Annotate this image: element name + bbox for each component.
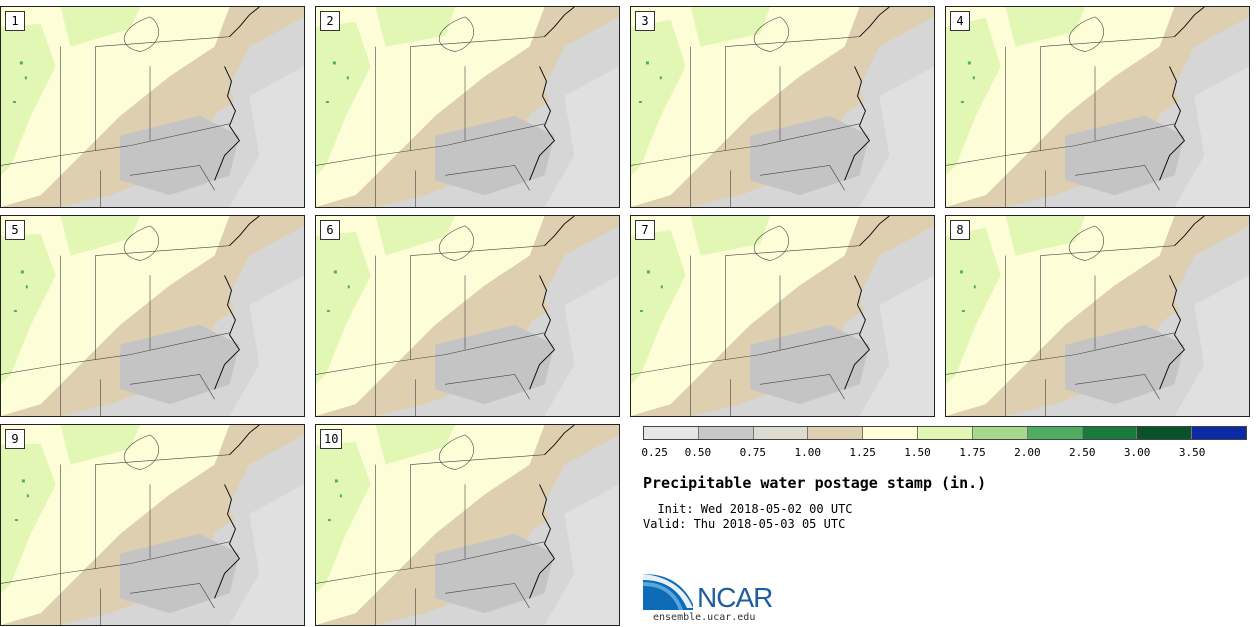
member-number-label: 1 — [5, 11, 25, 31]
colorbar-segment — [863, 427, 919, 439]
colorbar-tick-label: 2.50 — [1069, 446, 1096, 459]
site-url: ensemble.ucar.edu — [653, 612, 756, 623]
colorbar-segment — [918, 427, 973, 439]
member-number-label: 5 — [5, 220, 25, 240]
colorbar-tick-label: 3.50 — [1178, 446, 1206, 459]
colorbar-segment — [698, 427, 754, 439]
ensemble-member-map-3: 3 — [630, 6, 935, 208]
member-number-label: 3 — [635, 11, 655, 31]
colorbar-tick-label: 1.50 — [904, 446, 931, 459]
member-number-label: 2 — [320, 11, 340, 31]
colorbar-tick-label: 1.75 — [959, 446, 986, 459]
valid-time: Valid: Thu 2018-05-03 05 UTC — [643, 517, 846, 531]
ensemble-member-map-5: 5 — [0, 215, 305, 417]
ensemble-member-map-9: 9 — [0, 424, 305, 626]
ensemble-member-map-8: 8 — [945, 215, 1250, 417]
colorbar-segment — [753, 427, 809, 439]
ensemble-member-map-2: 2 — [315, 6, 620, 208]
colorbar-tick-label: 1.00 — [794, 446, 821, 459]
colorbar-segment — [1027, 427, 1083, 439]
member-number-label: 7 — [635, 220, 655, 240]
colorbar-tick-label: 1.25 — [849, 446, 876, 459]
colorbar-ticks: 0.25 0.50 0.75 1.00 1.25 1.50 1.75 2.00 2.50 3.00… — [641, 446, 1247, 460]
member-number-label: 8 — [950, 220, 970, 240]
colorbar-segment — [1137, 427, 1193, 439]
ncar-logo-icon — [643, 574, 693, 610]
colorbar-segment — [808, 427, 864, 439]
colorbar — [643, 426, 1247, 440]
colorbar-segment — [1082, 427, 1138, 439]
colorbar-tick-label: 0.25 — [641, 446, 668, 459]
colorbar-tick-label: 2.00 — [1014, 446, 1041, 459]
ensemble-member-map-7: 7 — [630, 215, 935, 417]
colorbar-tick-label: 0.50 — [684, 446, 712, 459]
member-number-label: 4 — [950, 11, 970, 31]
ensemble-member-map-10: 10 — [315, 424, 620, 626]
colorbar-tick-label: 3.00 — [1123, 446, 1151, 459]
ensemble-member-map-1: 1 — [0, 6, 305, 208]
chart-title: Precipitable water postage stamp (in.) — [643, 474, 987, 492]
member-number-label: 9 — [5, 429, 25, 449]
member-number-label: 10 — [320, 429, 343, 449]
colorbar-segment — [644, 427, 699, 439]
colorbar-tick-label: 0.75 — [739, 446, 767, 459]
init-time: Init: Wed 2018-05-02 00 UTC — [643, 502, 853, 516]
ncar-logo-text: NCAR — [697, 582, 773, 613]
colorbar-segment — [1192, 427, 1246, 439]
colorbar-segment — [972, 427, 1028, 439]
member-number-label: 6 — [320, 220, 340, 240]
ensemble-member-map-6: 6 — [315, 215, 620, 417]
ensemble-member-map-4: 4 — [945, 6, 1250, 208]
